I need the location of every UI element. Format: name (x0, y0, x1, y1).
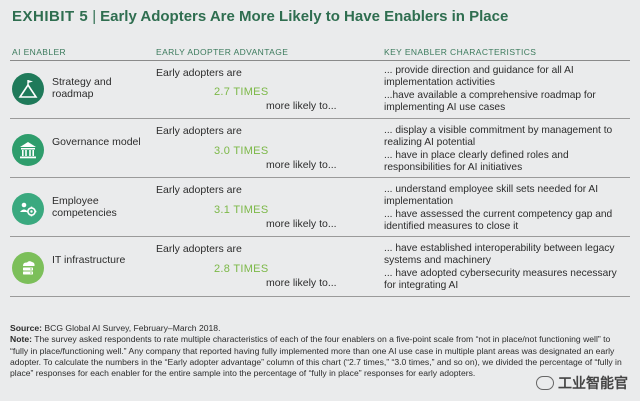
footnotes: Source: BCG Global AI Survey, February–M… (10, 323, 630, 379)
table-row: Strategy and roadmap Early adopters are … (0, 62, 640, 122)
row-divider (10, 236, 630, 237)
advantage-multiplier: 2.7 TIMES (214, 86, 269, 98)
characteristic: ...have available a comprehensive roadma… (384, 90, 596, 113)
characteristic: ... have assessed the current competency… (384, 209, 613, 232)
watermark: 工业智能官 (534, 373, 630, 393)
row-divider (10, 296, 630, 297)
enabler-name: Employee competencies (52, 195, 117, 219)
advantage-intro: Early adopters are (156, 184, 242, 196)
people-gear-icon (12, 193, 44, 225)
header-enabler: AI ENABLER (12, 47, 67, 57)
watermark-text: 工业智能官 (558, 375, 628, 391)
characteristic: ... have established interoperability be… (384, 243, 615, 266)
characteristic: ... display a visible commitment by mana… (384, 125, 613, 148)
advantage-suffix: more likely to... (266, 159, 337, 171)
advantage-intro: Early adopters are (156, 67, 242, 79)
title-separator: | (92, 8, 97, 25)
characteristic: ... have in place clearly defined roles … (384, 150, 569, 173)
advantage-intro: Early adopters are (156, 125, 242, 137)
enabler-name: Governance model (52, 136, 141, 148)
exhibit-heading: Early Adopters Are More Likely to Have E… (100, 8, 509, 25)
enabler-name: IT infrastructure (52, 254, 126, 266)
note-label: Note: (10, 334, 32, 345)
government-building-icon (12, 134, 44, 166)
advantage-intro: Early adopters are (156, 243, 242, 255)
enabler-name: Strategy and roadmap (52, 76, 112, 100)
source-text: BCG Global AI Survey, February–March 201… (42, 323, 221, 333)
table-row: Governance model Early adopters are 3.0 … (0, 121, 640, 181)
source-line: Source: BCG Global AI Survey, February–M… (10, 323, 630, 334)
advantage-multiplier: 3.0 TIMES (214, 145, 269, 157)
exhibit-title: EXHIBIT 5 | Early Adopters Are More Likely… (12, 8, 508, 25)
row-divider (10, 118, 630, 119)
source-label: Source: (10, 323, 42, 333)
table-row: Employee competencies Early adopters are… (0, 180, 640, 240)
row-divider (10, 177, 630, 178)
advantage-multiplier: 2.8 TIMES (214, 263, 269, 275)
advantage-suffix: more likely to... (266, 218, 337, 230)
cloud-server-icon (12, 252, 44, 284)
characteristic: ... understand employee skill sets neede… (384, 184, 599, 207)
advantage-suffix: more likely to... (266, 100, 337, 112)
characteristic: ... provide direction and guidance for a… (384, 65, 574, 88)
advantage-suffix: more likely to... (266, 277, 337, 289)
characteristic: ... have adopted cybersecurity measures … (384, 268, 617, 291)
header-characteristics: KEY ENABLER CHARACTERISTICS (384, 47, 537, 57)
note-text: The survey asked respondents to rate mul… (10, 334, 622, 379)
wechat-icon (536, 376, 554, 390)
exhibit-number: EXHIBIT 5 (12, 8, 89, 25)
table-row: IT infrastructure Early adopters are 2.8… (0, 239, 640, 299)
note-line: Note: The survey asked respondents to ra… (10, 334, 630, 379)
header-advantage: EARLY ADOPTER ADVANTAGE (156, 47, 289, 57)
advantage-multiplier: 3.1 TIMES (214, 204, 269, 216)
header-divider (10, 60, 630, 61)
flag-on-peak-icon (12, 73, 44, 105)
